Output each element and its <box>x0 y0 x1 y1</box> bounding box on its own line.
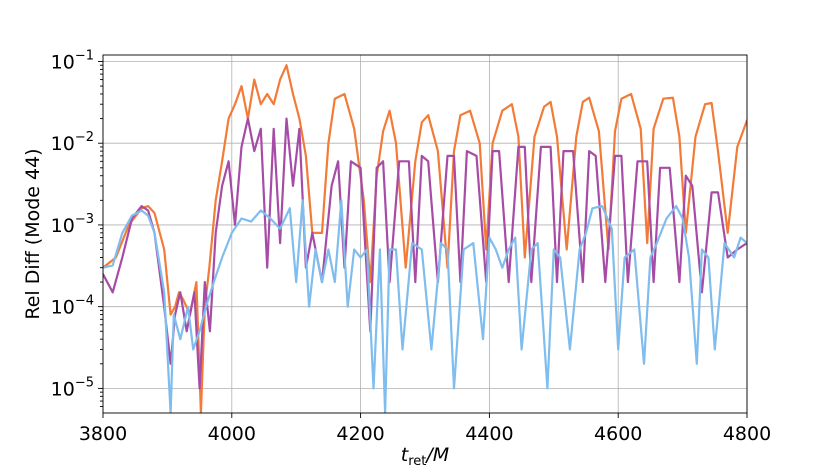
x-axis-label: tret/M <box>401 444 449 467</box>
series-line-1 <box>103 64 747 413</box>
y-tick-label: 10−1 <box>51 48 94 73</box>
y-tick-label: 10−3 <box>51 212 94 237</box>
y-tick-label: 10−2 <box>51 130 94 155</box>
x-tick-label: 3800 <box>79 423 127 445</box>
y-axis-label: Rel Diff (Mode 44) <box>22 148 44 319</box>
x-axis-label-sub: ret <box>408 454 426 467</box>
y-tick-label: 10−4 <box>51 294 94 319</box>
x-tick-label: 4200 <box>336 423 384 445</box>
x-axis-label-tail: /M <box>424 444 449 466</box>
y-tick-labels: 10−5 10−4 10−3 10−2 10−1 <box>51 48 94 400</box>
x-tick-label: 4600 <box>594 423 642 445</box>
x-tick-labels: 3800 4000 4200 4400 4600 4800 <box>79 423 771 445</box>
x-tick-label: 4400 <box>465 423 513 445</box>
series-group <box>103 64 747 413</box>
plot-frame <box>102 54 748 414</box>
y-tick-label: 10−5 <box>51 375 94 400</box>
series-line-2 <box>103 117 747 390</box>
x-tick-label: 4000 <box>208 423 256 445</box>
series-line-3 <box>103 199 747 413</box>
x-tick-label: 4800 <box>723 423 771 445</box>
x-axis-label-base: t <box>401 444 410 466</box>
axis-ticks <box>98 61 748 418</box>
